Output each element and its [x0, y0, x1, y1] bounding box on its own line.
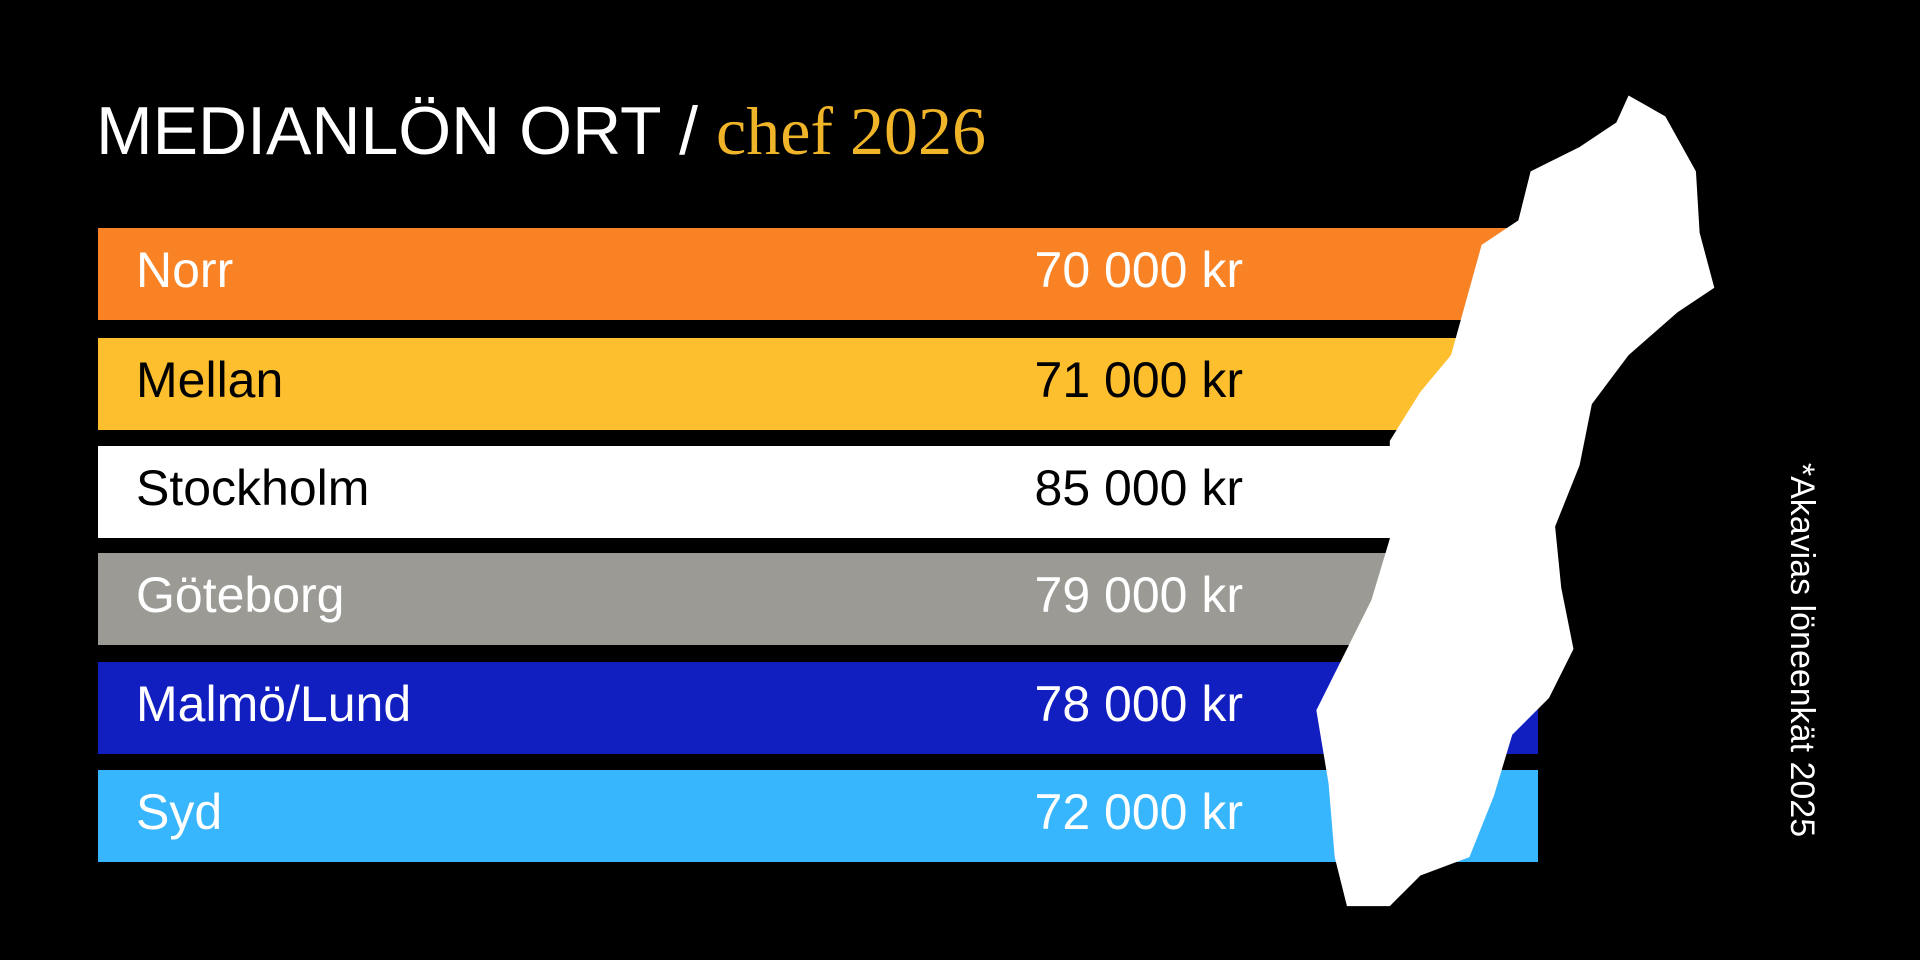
footnote: *Akavias löneenkät 2025 — [1783, 463, 1821, 837]
row-value: 72 000 kr — [1035, 784, 1243, 840]
row-band — [98, 446, 1538, 538]
map-sweden — [1316, 95, 1715, 907]
title: MEDIANLÖN ORT / chef 2026 — [96, 93, 986, 169]
row-name: Stockholm — [136, 460, 369, 516]
row-name: Göteborg — [136, 567, 344, 623]
row-value: 85 000 kr — [1035, 460, 1243, 516]
row-value: 71 000 kr — [1035, 352, 1243, 408]
row-band — [98, 228, 1538, 320]
row-value: 78 000 kr — [1035, 676, 1243, 732]
row-band — [98, 338, 1538, 430]
row-value: 70 000 kr — [1035, 242, 1243, 298]
row-band — [98, 770, 1538, 862]
row-name: Norr — [136, 242, 233, 298]
rows: Norr 70 000 kr Mellan 71 000 kr Stockholm 85 … — [98, 228, 1538, 862]
row-band — [98, 662, 1538, 754]
row-name: Mellan — [136, 352, 283, 408]
title-main: MEDIANLÖN ORT / — [96, 93, 698, 169]
row-band — [98, 553, 1538, 645]
row-value: 79 000 kr — [1035, 567, 1243, 623]
title-accent: chef 2026 — [716, 93, 986, 169]
row-name: Malmö/Lund — [136, 676, 411, 732]
row-name: Syd — [136, 784, 222, 840]
